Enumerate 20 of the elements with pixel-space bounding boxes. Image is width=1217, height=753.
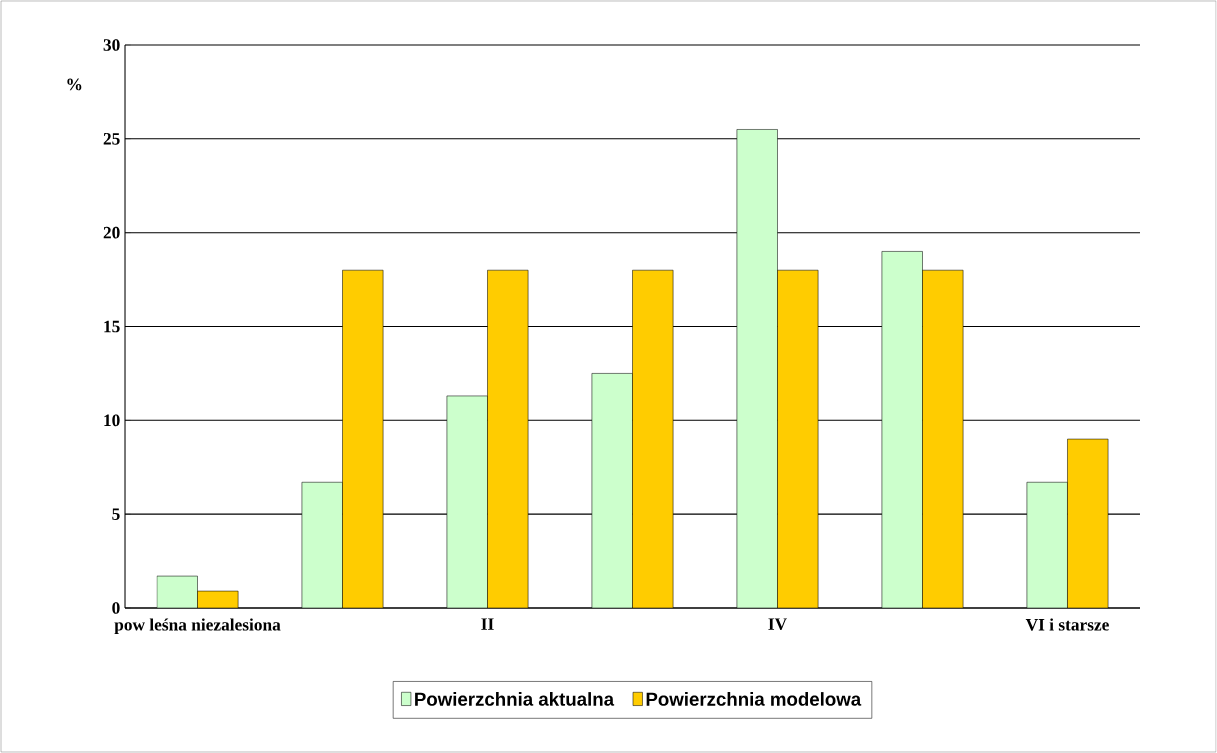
y-axis-title: % — [67, 78, 82, 91]
bar — [922, 269, 964, 608]
bar — [1067, 438, 1109, 608]
y-tick-label: 25 — [103, 133, 120, 145]
y-tick-label: 15 — [104, 320, 120, 333]
bar — [342, 269, 384, 608]
y-tick-label: 30 — [103, 39, 120, 51]
y-tick-label: 20 — [103, 226, 120, 239]
x-tick-label: pow leśna niezalesiona — [114, 618, 281, 635]
x-tick-label: VI i starsze — [1025, 618, 1109, 631]
y-tick-label: 0 — [112, 602, 120, 614]
x-tick-label: II — [481, 618, 494, 630]
legend-label: Powierzchnia aktualna — [415, 692, 615, 706]
bar — [487, 269, 529, 608]
y-tick-label: 10 — [104, 414, 120, 427]
y-tick-label: 5 — [112, 508, 120, 520]
bar — [632, 269, 674, 608]
legend-label: Powierzchnia modelowa — [646, 692, 862, 706]
x-tick-label: IV — [768, 618, 787, 631]
bar — [777, 269, 819, 608]
